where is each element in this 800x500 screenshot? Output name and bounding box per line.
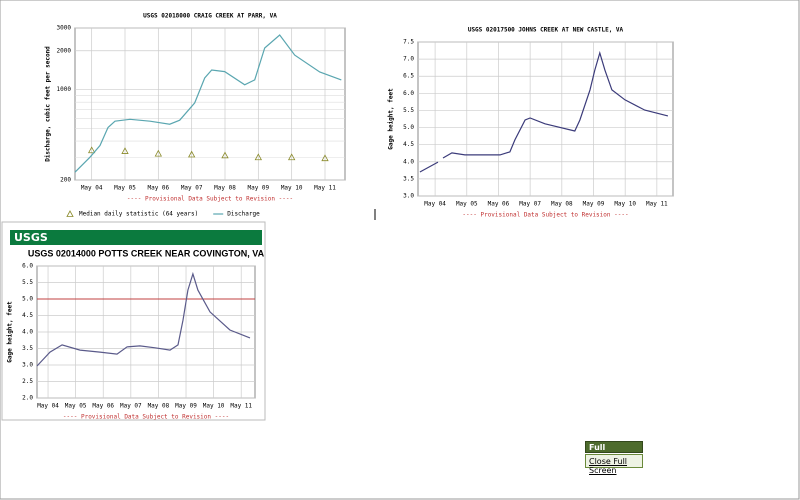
subtitle: ---- Provisional Data Subject to Revisio… (63, 414, 229, 421)
x-tick-label: May 08 (551, 201, 573, 208)
logo-bar (10, 230, 262, 245)
close-full-screen-button[interactable]: Close Full Screen (585, 454, 643, 475)
y-tick-label: 5.0 (22, 296, 33, 303)
x-tick-label: May 07 (519, 201, 541, 208)
x-tick-label: May 08 (214, 185, 236, 192)
y-tick-label: 2.0 (22, 395, 33, 402)
median-marker (221, 151, 229, 159)
data-line (74, 34, 342, 173)
y-tick-label: 4.5 (22, 312, 33, 319)
legend-label: Median daily statistic (64 years) (79, 211, 198, 218)
y-tick-label: 6.0 (22, 263, 33, 270)
x-tick-label: May 09 (247, 185, 269, 192)
y-tick-label: 7.5 (403, 39, 414, 46)
y-tick-label: 4.5 (403, 141, 414, 148)
x-tick-label: May 11 (230, 403, 252, 410)
x-tick-label: May 11 (314, 185, 336, 192)
x-tick-label: May 05 (456, 201, 478, 208)
y-tick-label: 3.0 (22, 362, 33, 369)
median-marker (87, 146, 96, 154)
y-tick-label: 6.0 (403, 90, 414, 97)
chart-title: USGS 02017500 JOHNS CREEK AT NEW CASTLE,… (468, 27, 624, 34)
y-axis-label: Gage height, feet (7, 301, 14, 363)
data-line (36, 271, 251, 367)
y-tick-label: 5.0 (403, 124, 414, 131)
x-tick-label: May 07 (120, 403, 142, 410)
x-tick-label: May 10 (614, 201, 636, 208)
y-tick-label: 3000 (57, 25, 72, 32)
close-full-screen-label[interactable]: Close Full Screen (589, 457, 628, 475)
y-tick-label: 5.5 (403, 107, 414, 114)
x-tick-label: May 06 (92, 403, 114, 410)
full-screen-button[interactable]: Full Screen▾ (585, 441, 643, 461)
subtitle: ---- Provisional Data Subject to Revisio… (462, 212, 628, 219)
x-tick-label: May 04 (81, 185, 103, 192)
median-marker (121, 147, 129, 154)
x-tick-label: May 05 (65, 403, 87, 410)
x-tick-label: May 04 (424, 201, 446, 208)
x-tick-label: May 08 (148, 403, 170, 410)
plot-area (74, 27, 346, 181)
x-tick-label: May 10 (203, 403, 225, 410)
y-tick-label: 6.5 (403, 73, 414, 80)
x-tick-label: May 11 (646, 201, 668, 208)
y-tick-label: 3.5 (403, 175, 414, 182)
x-tick-label: May 10 (281, 185, 303, 192)
y-tick-label: 7.0 (403, 56, 414, 63)
x-tick-label: May 05 (114, 185, 136, 192)
x-tick-label: May 04 (37, 403, 59, 410)
x-tick-label: May 07 (181, 185, 203, 192)
median-marker (154, 149, 163, 157)
x-tick-label: May 09 (175, 403, 197, 410)
logo: USGS (14, 231, 48, 244)
y-tick-label: 2.5 (22, 378, 33, 385)
data-line (419, 50, 669, 173)
chart-title: USGS 02014000 POTTS CREEK NEAR COVINGTON… (28, 248, 265, 258)
legend-label: Discharge (227, 211, 260, 218)
median-marker (287, 153, 296, 161)
median-marker (321, 154, 329, 162)
subtitle: ---- Provisional Data Subject to Revisio… (127, 196, 293, 203)
y-tick-label: 4.0 (22, 329, 33, 336)
plot-area (417, 41, 674, 197)
median-marker (254, 153, 263, 161)
y-tick-label: 4.0 (403, 158, 414, 165)
legend-marker (66, 210, 74, 217)
y-axis-label: Discharge, cubic feet per second (45, 46, 52, 162)
y-tick-label: 2000 (57, 47, 72, 54)
x-tick-label: May 06 (488, 201, 510, 208)
chart-title: USGS 02018000 CRAIG CREEK AT PARR, VA (143, 13, 277, 20)
y-tick-label: 200 (60, 177, 71, 184)
y-tick-label: 3.5 (22, 345, 33, 352)
y-axis-label: Gage height, feet (388, 88, 395, 150)
x-tick-label: May 09 (583, 201, 605, 208)
median-marker (187, 150, 196, 158)
y-tick-label: 1000 (57, 86, 72, 93)
x-tick-label: May 06 (147, 185, 169, 192)
y-tick-label: 5.5 (22, 279, 33, 286)
y-tick-label: 3.0 (403, 193, 414, 200)
